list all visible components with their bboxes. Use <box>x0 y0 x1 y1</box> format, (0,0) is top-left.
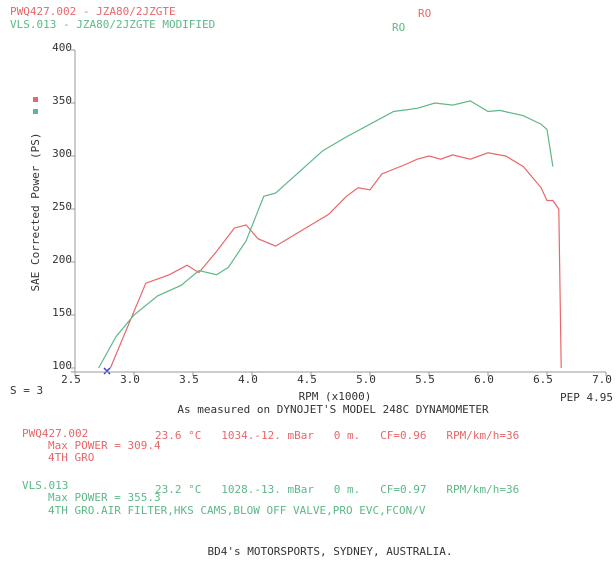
run-conditions: 23.6 °C 1034.-12. mBar 0 m. CF=0.96 RPM/… <box>155 429 519 442</box>
x-tick-label: 5.5 <box>415 373 435 386</box>
y-tick-label: 350 <box>52 94 72 107</box>
x-tick-label: 5.0 <box>356 373 376 386</box>
y-axis-label: SAE Corrected Power (PS) <box>29 133 42 292</box>
y-tick-label: 150 <box>52 306 72 319</box>
x-tick-label: 3.5 <box>179 373 199 386</box>
x-tick-label: 6.5 <box>533 373 553 386</box>
x-tick-label: 3.0 <box>120 373 140 386</box>
series-tag: RO <box>418 7 431 20</box>
x-tick-label: 4.5 <box>297 373 317 386</box>
cursor-marker <box>103 367 111 375</box>
legend-swatch <box>33 97 38 102</box>
pep: PEP 4.95 <box>560 391 613 404</box>
power-curve <box>109 152 562 369</box>
run-notes: 4TH GRO.AIR FILTER,HKS CAMS,BLOW OFF VAL… <box>48 504 426 517</box>
x-tick-label: 7.0 <box>592 373 612 386</box>
y-tick-label: 300 <box>52 147 72 160</box>
legend-swatch <box>33 109 38 114</box>
x-tick-label: 4.0 <box>238 373 258 386</box>
x-axis-label: RPM (x1000) <box>299 390 372 403</box>
smoothing: S = 3 <box>10 384 43 397</box>
run-id: VLS.013 <box>22 479 68 492</box>
series-tag: RO <box>392 21 405 34</box>
footer: BD4's MOTORSPORTS, SYDNEY, AUSTRALIA. <box>207 545 452 558</box>
y-tick-label: 250 <box>52 200 72 213</box>
run-id: PWQ427.002 <box>22 427 88 440</box>
y-tick-label: 200 <box>52 253 72 266</box>
power-curve <box>98 100 554 369</box>
y-tick-label: 400 <box>52 41 72 54</box>
run-conditions: 23.2 °C 1028.-13. mBar 0 m. CF=0.97 RPM/… <box>155 483 519 496</box>
chart-title: As measured on DYNOJET'S MODEL 248C DYNA… <box>177 403 489 416</box>
x-tick-label: 6.0 <box>474 373 494 386</box>
series-name: PWQ427.002 - JZA80/2JZGTE <box>10 5 176 18</box>
x-tick-label: 2.5 <box>61 373 81 386</box>
run-max-power: Max POWER = 309.4 <box>48 439 161 452</box>
run-max-power: Max POWER = 355.3 <box>48 491 161 504</box>
run-notes: 4TH GRO <box>48 451 94 464</box>
y-tick-label: 100 <box>52 359 72 372</box>
series-name: VLS.013 - JZA80/2JZGTE MODIFIED <box>10 18 215 31</box>
